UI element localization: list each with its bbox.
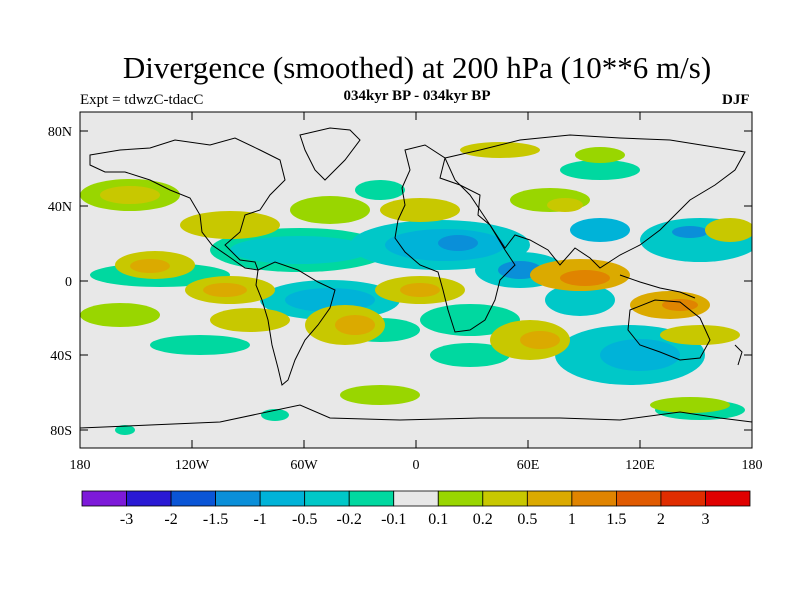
colorbar-swatch (81, 490, 127, 507)
colorbar-swatch (393, 490, 439, 507)
colorbar-swatch (348, 490, 395, 507)
colorbar-label: -0.5 (292, 511, 317, 528)
greenland-outline (299, 127, 361, 181)
colorbar: -3 -2 -1.5 -1 -0.5 -0.2 -0.1 0.1 0.2 0.5 1 1.5 2 3 (81, 490, 751, 528)
experiment-label: Expt = tdwzC-tdacC (80, 92, 204, 108)
lat-tick-label: 0 (65, 275, 72, 290)
colorbar-label: -3 (120, 511, 133, 528)
colorbar-swatch (304, 490, 350, 507)
colorbar-label: 0.5 (517, 511, 537, 528)
colorbar-label: -1 (253, 511, 266, 528)
colorbar-label: -1.5 (203, 511, 228, 528)
indonesia-outline (619, 274, 696, 299)
longitude-labels: 180 120W 60W 0 60E 120E 180 (70, 458, 763, 473)
latitude-axis (80, 130, 752, 431)
australia-outline (627, 299, 711, 361)
colorbar-swatch (437, 490, 484, 507)
lat-tick-label: 40S (50, 349, 72, 364)
colorbar-swatch (660, 490, 706, 507)
north-america-outline (89, 137, 286, 271)
colorbar-swatch (482, 490, 528, 507)
lon-tick-label: 60W (290, 458, 318, 473)
lon-tick-label: 180 (70, 458, 91, 473)
colorbar-swatch (616, 490, 662, 507)
antarctica-outline (80, 404, 752, 429)
colorbar-label: 0.1 (428, 511, 448, 528)
lon-tick-label: 120E (625, 458, 655, 473)
new-zealand-outline (734, 344, 743, 366)
lat-tick-label: 40N (48, 200, 72, 215)
colorbar-swatch (170, 490, 216, 507)
lon-tick-label: 0 (413, 458, 420, 473)
colorbar-swatch (571, 490, 617, 507)
colorbar-label: -0.2 (337, 511, 362, 528)
europe-africa-outline (394, 144, 516, 333)
colorbar-label: 3 (701, 511, 709, 528)
colorbar-label: 1.5 (606, 511, 626, 528)
lat-tick-label: 80N (48, 125, 72, 140)
asia-outline (444, 134, 746, 269)
season-label: DJF (722, 92, 750, 108)
colorbar-label: -2 (164, 511, 177, 528)
figure-title: Divergence (smoothed) at 200 hPa (10**6 … (122, 50, 712, 85)
lon-tick-label: 120W (175, 458, 210, 473)
colorbar-label: 2 (657, 511, 665, 528)
latitude-labels: 80N 40N 0 40S 80S (48, 125, 72, 439)
lon-tick-label: 180 (742, 458, 763, 473)
colorbar-swatch (259, 490, 306, 507)
lat-tick-label: 80S (50, 424, 72, 439)
positive-divergence-regions (80, 142, 752, 413)
colorbar-label: -0.1 (381, 511, 406, 528)
colorbar-swatch (215, 490, 261, 507)
divergence-field (80, 142, 752, 435)
south-america-outline (255, 261, 336, 386)
lon-tick-label: 60E (517, 458, 540, 473)
colorbar-swatch (526, 490, 573, 507)
colorbar-label: 0.2 (473, 511, 493, 528)
colorbar-label: 1 (568, 511, 576, 528)
colorbar-swatch (126, 490, 172, 507)
coastlines (80, 127, 752, 429)
time-period-subtitle: 034kyr BP - 034kyr BP (343, 88, 491, 104)
longitude-axis (191, 112, 641, 448)
colorbar-swatch (705, 490, 751, 507)
